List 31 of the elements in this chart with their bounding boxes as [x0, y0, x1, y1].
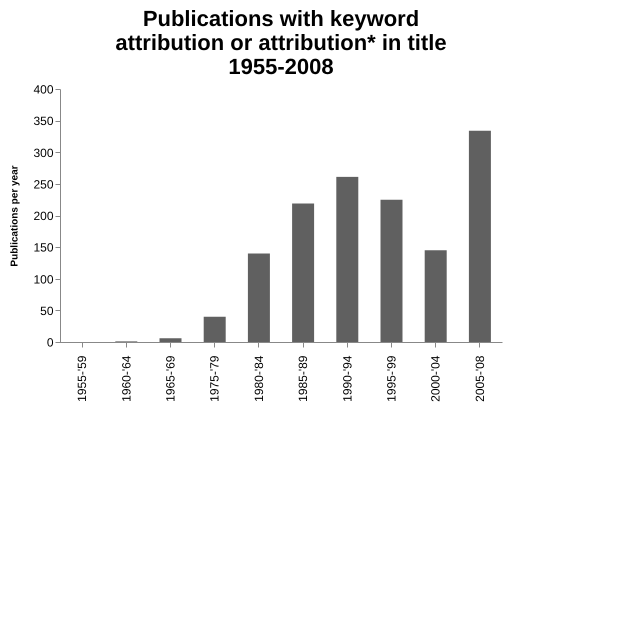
bar	[292, 203, 314, 342]
y-tick-label: 300	[33, 146, 54, 160]
bar	[468, 130, 491, 342]
x-tick-label: 1960-'64	[119, 355, 134, 402]
y-tick-label: 400	[33, 82, 54, 96]
text: 1955-2008	[228, 54, 334, 79]
y-tick-label: 350	[33, 114, 54, 128]
x-tick-label: 1995-'99	[384, 355, 398, 402]
text: Publications with keyword	[142, 6, 420, 31]
x-tick-label: 1965-'69	[164, 355, 178, 402]
text: attribution or attribution* in title	[115, 30, 447, 55]
x-tick-label: 1980-'84	[252, 355, 266, 402]
y-tick-label: 0	[46, 336, 54, 350]
x-tick-label: 1990-'94	[340, 355, 354, 402]
y-tick-label: 150	[33, 240, 54, 255]
y-tick-label: 200	[33, 209, 54, 223]
x-tick-label: 2005-'08	[472, 355, 487, 402]
x-tick-label: 1985-'89	[296, 355, 310, 402]
bar	[204, 316, 226, 342]
y-tick-label: 100	[33, 272, 54, 286]
bar	[380, 200, 402, 342]
y-tick-label: 50	[40, 304, 54, 318]
y-axis-title: Publications per year	[9, 165, 20, 267]
bar	[248, 253, 270, 342]
bar	[336, 176, 358, 342]
bar	[160, 338, 182, 342]
y-tick-label: 250	[33, 177, 54, 192]
bar	[424, 250, 447, 342]
x-tick-label: 1955-'59	[75, 355, 90, 402]
x-tick-label: 2000-'04	[428, 355, 443, 402]
x-tick-label: 1975-'79	[208, 355, 222, 402]
